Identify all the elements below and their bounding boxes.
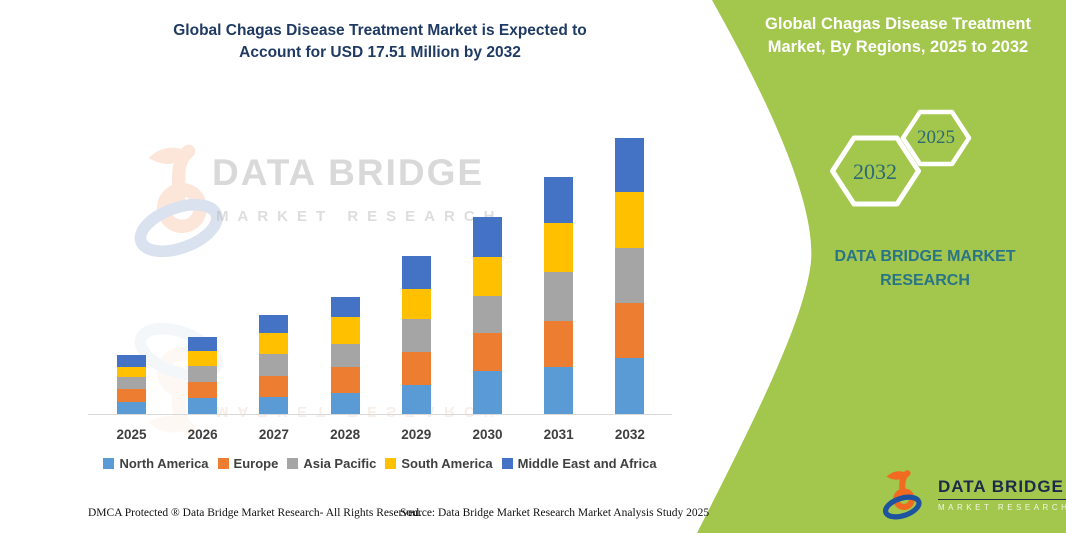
bar-segment-south-america-2026 [188, 350, 218, 366]
bar-segment-north-america-2028 [330, 392, 360, 414]
panel-heading: Global Chagas Disease Treatment Market, … [748, 13, 1048, 59]
bar-segment-north-america-2030 [473, 370, 502, 414]
data-bridge-logo: DATA BRIDGE MARKET RESEARCH [878, 468, 1066, 520]
bar-segment-middle-east-and-africa-2027 [259, 315, 289, 334]
logo-subname: MARKET RESEARCH [938, 502, 1066, 512]
bar-segment-north-america-2032 [615, 358, 645, 414]
bar-segment-south-america-2032 [615, 191, 645, 249]
legend-swatch-icon [217, 458, 229, 469]
x-axis-label-2028: 2028 [330, 427, 361, 442]
bar-segment-north-america-2026 [188, 398, 218, 414]
legend-swatch-icon [103, 458, 115, 469]
legend-label: Middle East and Africa [517, 456, 657, 471]
bar-segment-europe-2031 [544, 320, 574, 368]
brand-heading: DATA BRIDGE MARKET RESEARCH [790, 245, 1060, 293]
x-axis-line [88, 414, 672, 415]
bar-segment-europe-2028 [330, 366, 360, 393]
panel-heading-line1: Global Chagas Disease Treatment [765, 15, 1031, 33]
legend-item-asia-pacific: Asia Pacific [287, 456, 376, 471]
x-axis-label-2025: 2025 [116, 427, 147, 442]
bar-segment-south-america-2029 [401, 289, 431, 320]
bar-segment-middle-east-and-africa-2031 [544, 176, 574, 223]
brand-heading-line1: DATA BRIDGE MARKET [834, 248, 1016, 265]
chart-title: Global Chagas Disease Treatment Market i… [100, 20, 660, 64]
brand-heading-line2: RESEARCH [880, 272, 970, 289]
bar-segment-asia-pacific-2025 [117, 377, 146, 390]
bar-segment-south-america-2027 [259, 333, 289, 354]
bar-segment-south-america-2028 [330, 316, 360, 344]
bar-segment-middle-east-and-africa-2028 [330, 296, 360, 317]
x-axis-label-2026: 2026 [187, 427, 218, 442]
legend-item-middle-east-and-africa: Middle East and Africa [501, 456, 657, 471]
x-axis-label-2032: 2032 [614, 427, 645, 442]
dmca-notice: DMCA Protected ® Data Bridge Market Rese… [88, 507, 422, 519]
x-axis-label-2031: 2031 [543, 427, 574, 442]
bar-segment-middle-east-and-africa-2025 [117, 354, 146, 368]
bar-segment-asia-pacific-2032 [615, 248, 645, 304]
legend-item-south-america: South America [385, 456, 493, 471]
data-bridge-logo-icon [882, 470, 922, 520]
bar-segment-europe-2029 [401, 351, 431, 385]
chart-legend: North America Europe Asia Pacific South Ame… [88, 456, 672, 471]
legend-label: Asia Pacific [303, 456, 377, 471]
bar-segment-europe-2027 [259, 376, 289, 398]
legend-swatch-icon [501, 458, 513, 469]
hexagon-year-2032: 2032 [853, 159, 897, 184]
bar-segment-middle-east-and-africa-2029 [401, 256, 431, 290]
panel-heading-line2: Market, By Regions, 2025 to 2032 [767, 38, 1029, 56]
bar-segment-asia-pacific-2028 [330, 344, 360, 367]
bar-segment-north-america-2025 [117, 401, 146, 414]
bar-segment-middle-east-and-africa-2030 [473, 216, 502, 258]
legend-label: South America [401, 456, 493, 471]
bar-segment-asia-pacific-2030 [473, 295, 502, 334]
bar-segment-europe-2032 [615, 303, 645, 359]
bar-segment-europe-2025 [117, 389, 146, 402]
legend-label: North America [119, 456, 209, 471]
bar-segment-middle-east-and-africa-2032 [615, 138, 645, 192]
bar-segment-europe-2030 [473, 333, 502, 371]
logo-text: DATA BRIDGE MARKET RESEARCH [938, 477, 1066, 512]
chart-title-line1: Global Chagas Disease Treatment Market i… [173, 22, 587, 39]
logo-name: DATA BRIDGE [938, 477, 1066, 500]
x-axis-label-2029: 2029 [401, 427, 432, 442]
bar-segment-south-america-2031 [544, 222, 574, 272]
legend-swatch-icon [287, 458, 299, 469]
bar-segment-north-america-2031 [544, 367, 574, 414]
bar-segment-europe-2026 [188, 381, 218, 399]
bar-segment-asia-pacific-2026 [188, 365, 218, 382]
bar-segment-asia-pacific-2029 [401, 319, 431, 352]
bar-segment-south-america-2030 [473, 257, 502, 296]
hexagon-year-2025: 2025 [917, 127, 955, 148]
bar-segment-north-america-2027 [259, 397, 289, 414]
x-axis-label-2030: 2030 [472, 427, 503, 442]
legend-swatch-icon [385, 458, 397, 469]
legend-item-north-america: North America [103, 456, 209, 471]
x-axis-label-2027: 2027 [258, 427, 289, 442]
legend-item-europe: Europe [217, 456, 279, 471]
bar-segment-middle-east-and-africa-2026 [188, 336, 218, 351]
bar-segment-south-america-2025 [117, 367, 146, 378]
source-note: Source: Data Bridge Market Research Mark… [400, 507, 710, 519]
bar-segment-asia-pacific-2031 [544, 271, 574, 321]
bar-segment-asia-pacific-2027 [259, 353, 289, 377]
legend-label: Europe [233, 456, 279, 471]
chart-title-line2: Account for USD 17.51 Million by 2032 [239, 44, 521, 61]
bar-segment-north-america-2029 [401, 385, 431, 414]
